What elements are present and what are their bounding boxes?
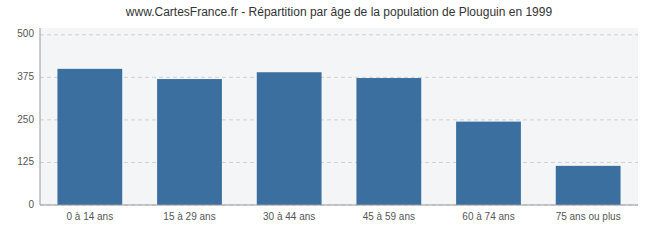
y-tick-label: 0 <box>28 199 34 210</box>
grid-line <box>40 162 638 163</box>
y-grid <box>40 35 638 205</box>
x-tick-label: 60 à 74 ans <box>462 211 514 222</box>
x-tick-label: 45 à 59 ans <box>363 211 415 222</box>
y-tick-label: 125 <box>17 156 34 167</box>
chart-container: www.CartesFrance.fr - Répartition par âg… <box>0 0 650 229</box>
x-tick-label: 15 à 29 ans <box>163 211 215 222</box>
bar <box>356 78 421 205</box>
y-tick-label: 500 <box>17 28 34 39</box>
x-tick-label: 0 à 14 ans <box>66 211 113 222</box>
grid-line <box>40 34 638 35</box>
y-tick-label: 250 <box>17 114 34 125</box>
y-tick-label: 375 <box>17 71 34 82</box>
bar <box>456 122 521 205</box>
bar <box>157 79 222 205</box>
y-axis-line <box>40 28 41 205</box>
grid-line <box>40 119 638 120</box>
bar <box>257 72 322 205</box>
chart-title: www.CartesFrance.fr - Répartition par âg… <box>125 5 553 19</box>
bar <box>556 166 621 205</box>
bars <box>57 69 620 205</box>
x-tick-label: 75 ans ou plus <box>556 211 621 222</box>
bar <box>57 69 122 205</box>
chart-svg: www.CartesFrance.fr - Répartition par âg… <box>0 0 650 229</box>
grid-line <box>40 77 638 78</box>
x-tick-label: 30 à 44 ans <box>263 211 315 222</box>
plot-background <box>40 28 638 205</box>
grid-line <box>40 205 638 206</box>
x-axis-line <box>40 205 638 206</box>
